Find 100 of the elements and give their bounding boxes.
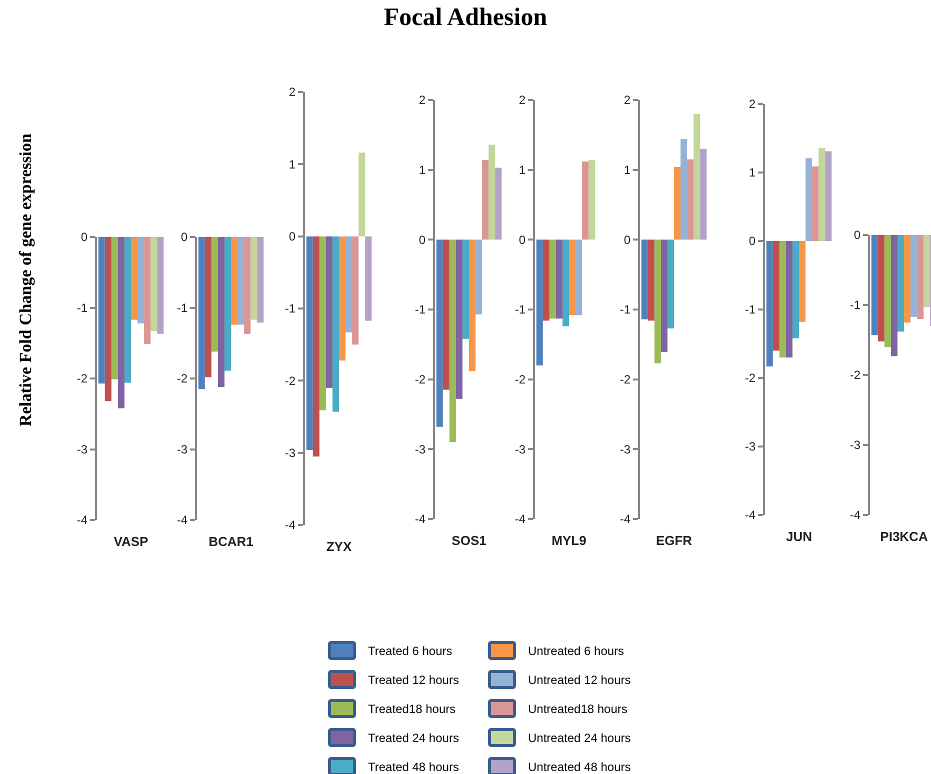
y-tick-label: -1 — [514, 302, 526, 317]
bar — [488, 144, 496, 240]
y-tick-label: -2 — [76, 372, 88, 386]
bar — [562, 240, 569, 326]
x-tick-label: VASP — [114, 534, 149, 549]
y-tick-label: -3 — [744, 440, 756, 454]
y-tick-label: 0 — [518, 232, 526, 247]
y-tick-label: -3 — [514, 442, 526, 456]
bar — [660, 240, 668, 352]
y-tick-label: -3 — [76, 442, 88, 456]
legend-label: Treated 48 hours — [368, 760, 459, 774]
y-tick-label: 2 — [624, 93, 631, 108]
y-tick-label: -4 — [744, 508, 756, 522]
y-tick-label: -4 — [620, 512, 631, 526]
legend-label: Treated 6 hours — [368, 644, 452, 658]
y-axis-title: Relative Fold Change of gene expression — [16, 134, 36, 426]
bar — [462, 240, 469, 339]
bar — [799, 241, 806, 322]
bar — [449, 240, 456, 442]
y-tick-label: -3 — [414, 442, 426, 456]
x-tick-label: JUN — [786, 529, 812, 544]
bar — [674, 167, 681, 240]
bar — [641, 240, 648, 320]
bar — [654, 240, 661, 364]
bar — [476, 240, 482, 314]
legend-label: Treated 12 hours — [368, 672, 459, 686]
y-tick-label: 1 — [748, 166, 756, 180]
bar — [786, 241, 792, 358]
y-tick-label: 2 — [288, 85, 296, 100]
bar — [569, 240, 576, 316]
bar — [495, 168, 502, 240]
legend-label: Untreated 6 hours — [528, 644, 624, 658]
legend-label: Treated 24 hours — [368, 730, 459, 744]
y-tick-label: -2 — [514, 372, 526, 387]
y-tick-label: -2 — [414, 372, 426, 387]
y-tick-label: 0 — [418, 232, 426, 247]
bar — [700, 148, 707, 240]
bar — [694, 114, 700, 240]
y-tick-label: 0 — [180, 230, 188, 244]
legend-label: Untreated18 hours — [528, 702, 628, 716]
bar — [482, 160, 489, 240]
y-tick-label: -1 — [284, 302, 296, 316]
y-tick-label: -4 — [414, 512, 426, 526]
y-tick-label: 1 — [288, 157, 296, 172]
y-tick-label: -1 — [176, 300, 188, 315]
y-tick-label: 1 — [624, 163, 631, 178]
bar — [779, 241, 786, 358]
y-tick-label: 0 — [748, 234, 756, 248]
bar — [825, 151, 832, 241]
y-tick-label: -1 — [414, 302, 426, 317]
bar — [772, 241, 780, 351]
y-tick-label: -2 — [850, 368, 861, 382]
y-tick-label: -3 — [850, 438, 861, 452]
bar — [436, 240, 443, 427]
bar — [442, 240, 450, 390]
y-tick-label: -4 — [76, 513, 88, 528]
y-tick-label: 0 — [854, 228, 861, 242]
x-tick-label: MYL9 — [552, 533, 586, 548]
x-tick-label: BCAR1 — [208, 534, 254, 549]
y-tick-label: 0 — [288, 230, 296, 244]
bar — [648, 240, 654, 321]
y-tick-label: -4 — [284, 518, 296, 532]
bar — [766, 241, 773, 366]
bar — [588, 160, 596, 240]
bar — [792, 241, 799, 338]
legend-label: Untreated 12 hours — [528, 672, 631, 686]
y-tick-label: 0 — [80, 230, 88, 244]
x-tick-label: SOS1 — [452, 533, 486, 548]
y-tick-label: -3 — [176, 442, 188, 456]
y-tick-label: 2 — [418, 93, 426, 108]
y-tick-label: 2 — [748, 97, 756, 112]
y-tick-label: -1 — [744, 302, 756, 317]
bar — [536, 240, 543, 366]
y-tick-label: -3 — [284, 446, 296, 460]
bar — [680, 139, 688, 240]
y-tick-label: -2 — [284, 374, 296, 388]
y-tick-label: 0 — [624, 232, 631, 247]
bar — [549, 240, 556, 319]
y-tick-label: -2 — [620, 372, 631, 387]
y-tick-label: -2 — [744, 371, 756, 386]
bar — [542, 240, 550, 321]
x-tick-label: EGFR — [656, 533, 693, 548]
y-tick-label: -4 — [850, 508, 861, 522]
legend-label: Treated18 hours — [368, 702, 456, 716]
legend-label: Untreated 24 hours — [528, 730, 631, 744]
bar — [812, 166, 819, 241]
bar — [667, 240, 674, 328]
y-tick-label: -2 — [176, 372, 188, 386]
bar — [687, 159, 694, 240]
y-tick-label: 1 — [518, 163, 526, 178]
bar — [818, 148, 826, 241]
x-tick-label: ZYX — [326, 539, 352, 554]
chart-title: Focal Adhesion — [382, 4, 548, 32]
y-tick-label: -4 — [514, 512, 526, 526]
y-tick-label: -1 — [620, 302, 631, 317]
bar — [806, 158, 812, 241]
y-tick-label: -1 — [850, 298, 861, 312]
y-tick-label: 1 — [418, 163, 426, 178]
y-tick-label: -3 — [620, 442, 631, 456]
legend-label: Untreated 48 hours — [528, 760, 631, 774]
